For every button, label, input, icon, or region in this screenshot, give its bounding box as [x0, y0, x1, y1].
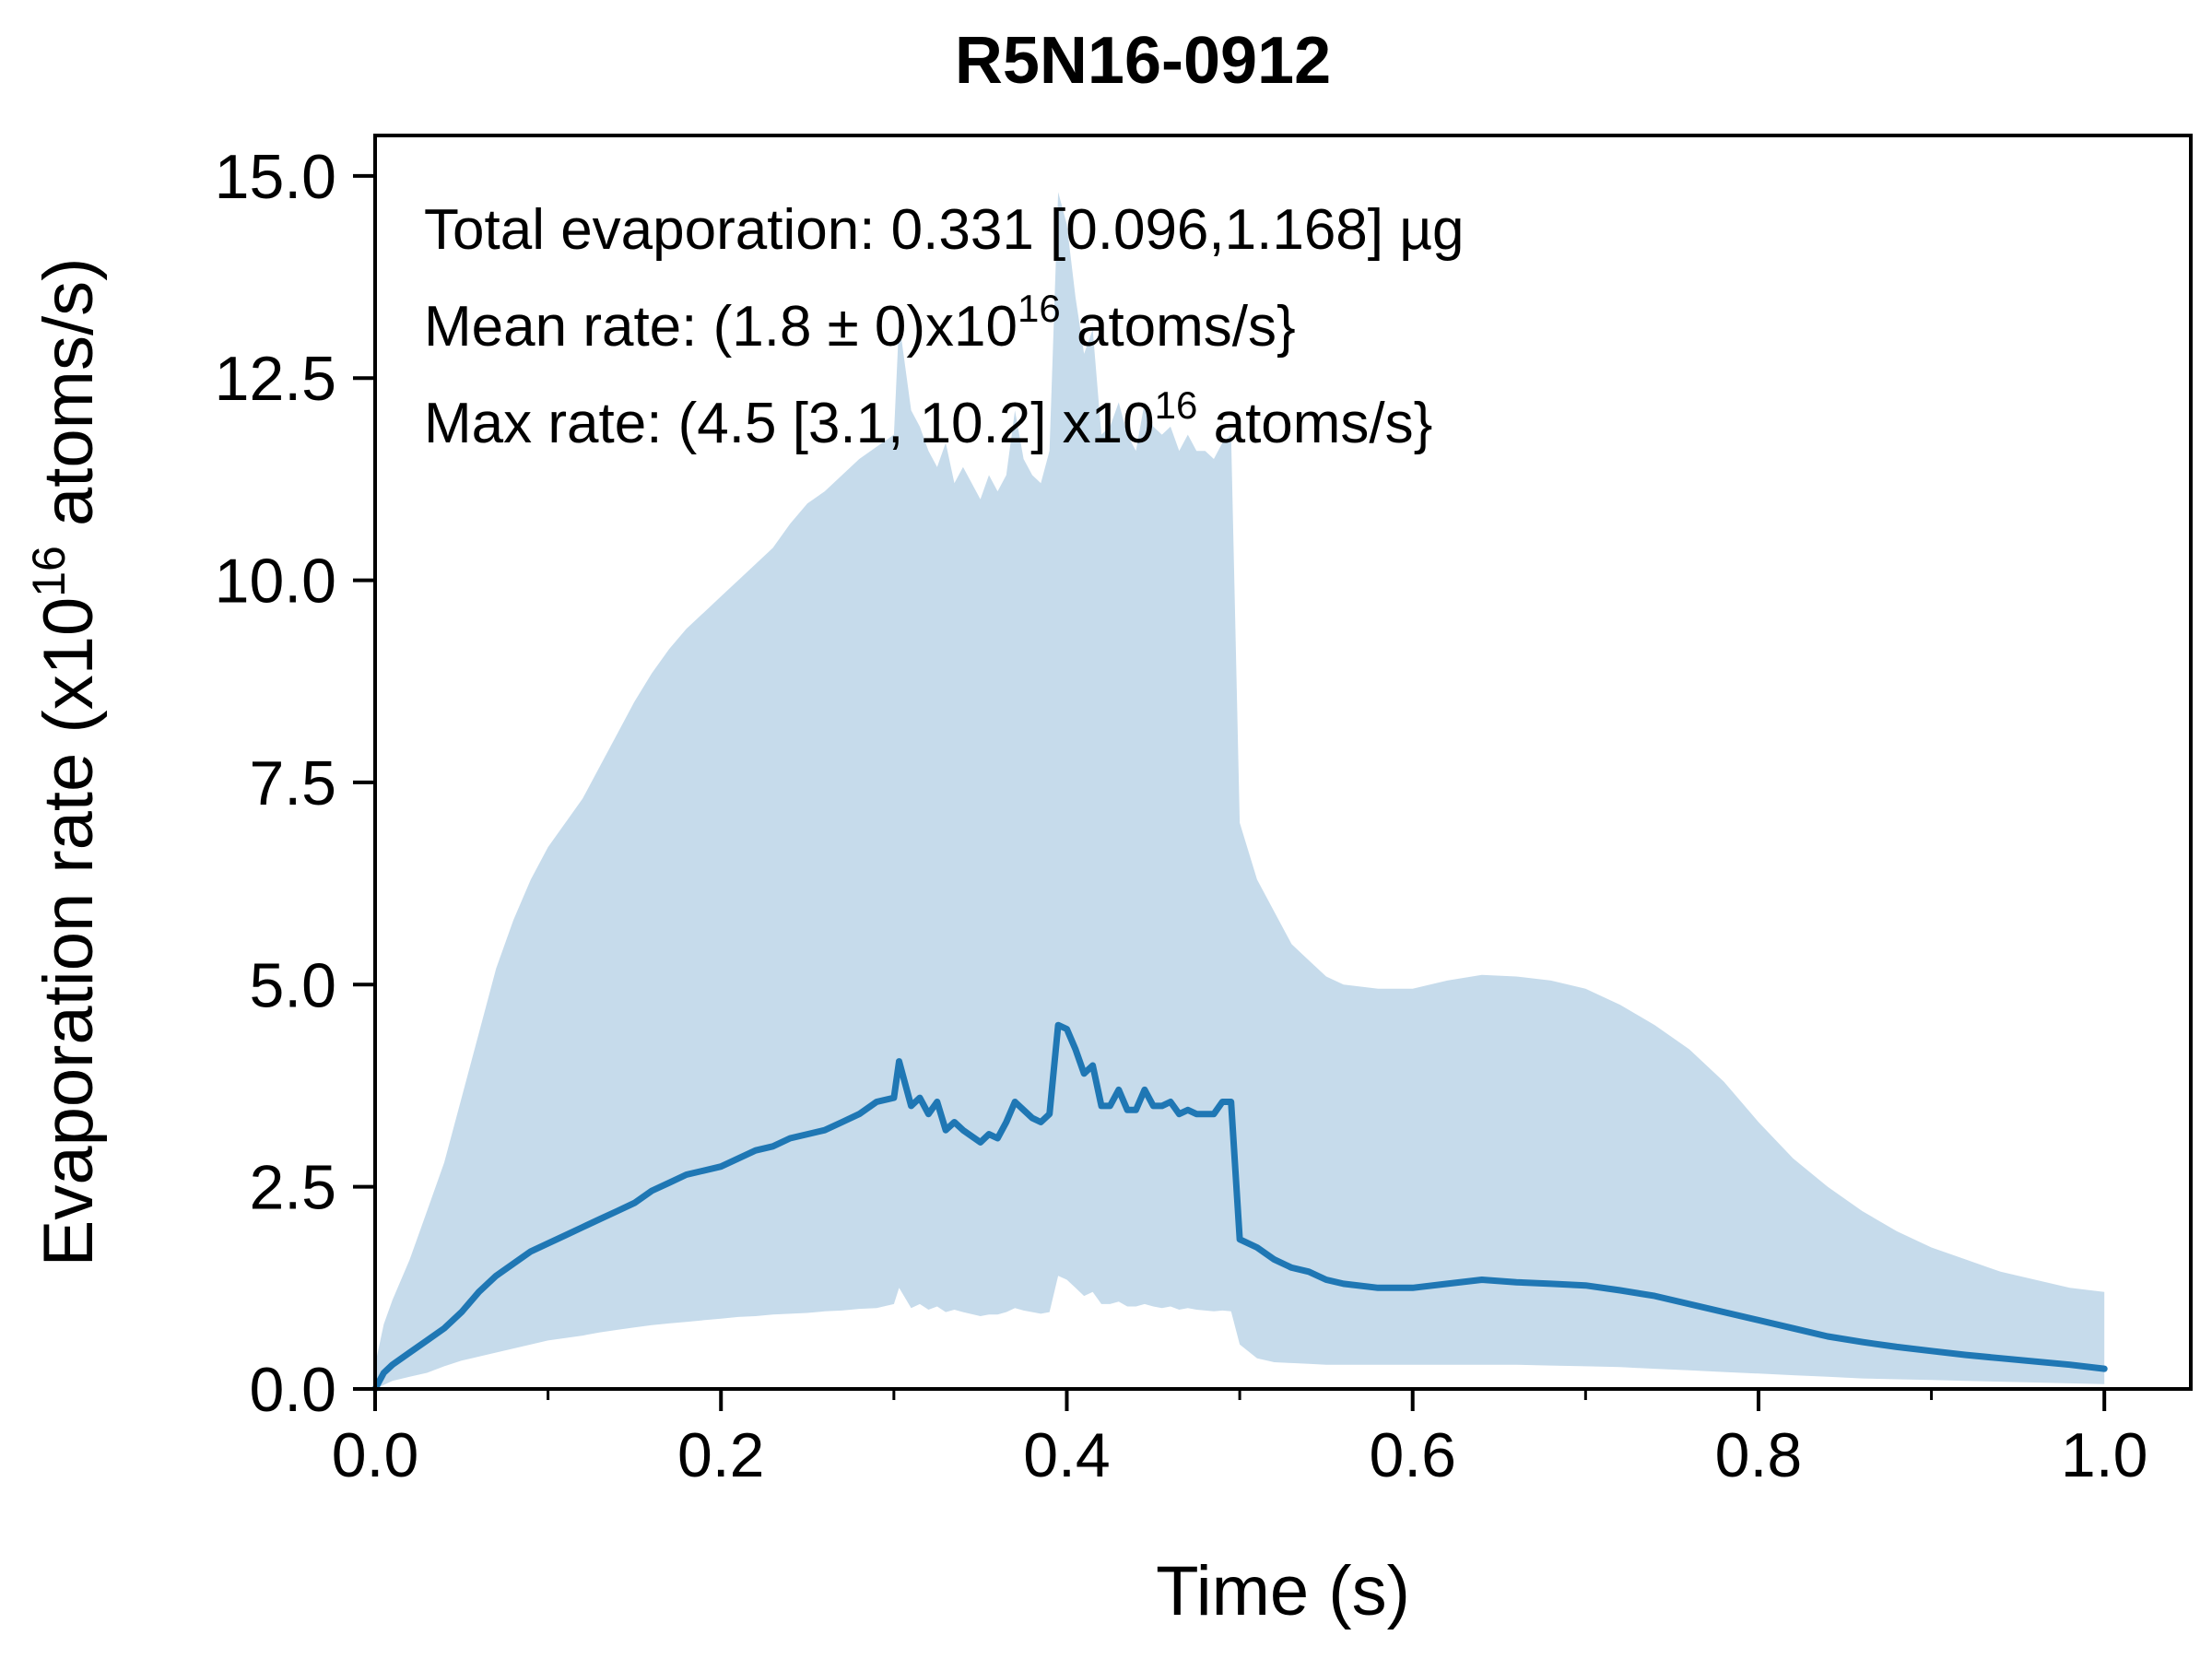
x-tick-label: 0.0	[332, 1420, 419, 1490]
x-tick-label: 0.2	[677, 1420, 765, 1490]
x-tick-label: 0.8	[1715, 1420, 1803, 1490]
chart-title: R5N16-0912	[955, 24, 1331, 98]
annotation-total-evaporation: Total evaporation: 0.331 [0.096,1.168] µ…	[424, 198, 1464, 262]
annotation-max-rate-exponent: 16	[1155, 383, 1198, 427]
y-tick-label: 5.0	[249, 950, 336, 1020]
annotation-mean-rate: Mean rate: (1.8 ± 0)x1016 atoms/s}	[424, 287, 1296, 359]
annotation-max-rate-text: Max rate: (4.5 [3.1, 10.2] x10	[424, 392, 1155, 455]
y-axis-label: Evaporation rate (x1016 atoms/s)	[23, 258, 108, 1267]
x-tick-label: 0.6	[1369, 1420, 1456, 1490]
y-tick-label: 2.5	[249, 1153, 336, 1223]
y-tick-label: 10.0	[215, 547, 336, 617]
stats-annotation: Total evaporation: 0.331 [0.096,1.168] µ…	[424, 198, 1464, 455]
y-axis-label-main: Evaporation rate (x10	[29, 597, 108, 1267]
y-tick-label: 12.5	[215, 344, 336, 414]
x-tick-label: 1.0	[2061, 1420, 2148, 1490]
annotation-mean-rate-unit: atoms/s}	[1061, 295, 1296, 359]
x-axis-label: Time (s)	[1156, 1552, 1410, 1630]
confidence-band-layer	[375, 192, 2105, 1389]
annotation-max-rate-unit: atoms/s}	[1197, 392, 1432, 455]
y-tick-label: 15.0	[215, 142, 336, 212]
plot-frame	[373, 134, 2193, 1391]
series-line-layer	[371, 1021, 2108, 1393]
y-axis: 0.0 2.5 5.0 7.5 10.0 12.5 15.0	[215, 142, 375, 1425]
y-axis-label-unit: atoms/s)	[29, 258, 108, 547]
annotation-max-rate: Max rate: (4.5 [3.1, 10.2] x1016 atoms/s…	[424, 383, 1432, 455]
y-tick-label: 0.0	[249, 1355, 336, 1425]
x-axis: 0.0 0.2 0.4 0.6 0.8 1.0	[332, 1389, 2148, 1490]
annotation-mean-rate-exponent: 16	[1018, 287, 1061, 330]
y-tick-label: 7.5	[249, 748, 336, 818]
y-axis-label-exponent: 16	[23, 546, 75, 597]
annotation-mean-rate-text: Mean rate: (1.8 ± 0)x10	[424, 295, 1018, 359]
confidence-band	[375, 192, 2105, 1389]
x-tick-label: 0.4	[1023, 1420, 1111, 1490]
series-line-0	[371, 1021, 2108, 1393]
